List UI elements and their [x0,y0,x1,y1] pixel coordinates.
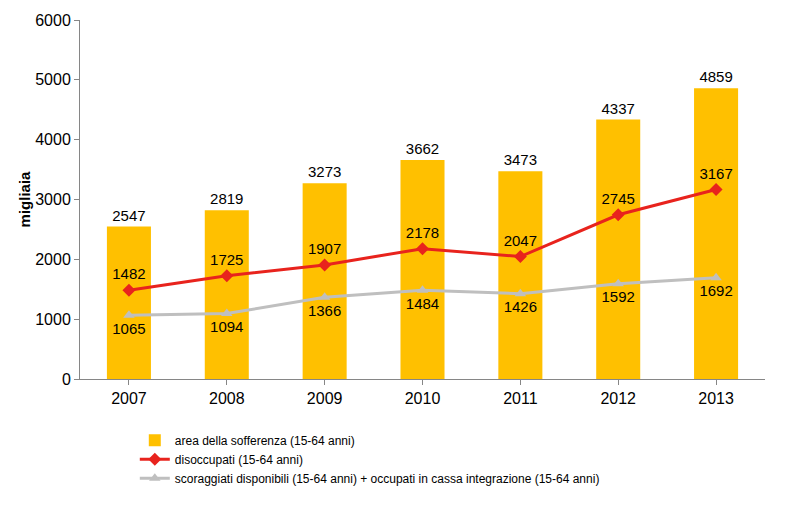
svg-text:scoraggiati disponibili (15-64: scoraggiati disponibili (15-64 anni) + o… [175,472,600,486]
svg-text:3473: 3473 [504,151,537,168]
svg-text:1094: 1094 [210,318,243,335]
svg-text:2047: 2047 [504,232,537,249]
svg-text:migliaia: migliaia [16,171,33,228]
svg-text:area della sofferenza (15-64 a: area della sofferenza (15-64 anni) [175,434,355,448]
svg-text:2819: 2819 [210,190,243,207]
svg-text:0: 0 [62,371,71,388]
svg-text:3273: 3273 [308,163,341,180]
svg-text:2012: 2012 [600,390,636,407]
svg-text:2547: 2547 [112,207,145,224]
svg-text:4859: 4859 [699,68,732,85]
svg-text:1426: 1426 [504,298,537,315]
svg-text:2008: 2008 [209,390,245,407]
svg-text:3167: 3167 [699,165,732,182]
svg-text:1725: 1725 [210,251,243,268]
svg-text:disoccupati (15-64 anni): disoccupati (15-64 anni) [175,453,303,467]
svg-text:1065: 1065 [112,320,145,337]
svg-text:2178: 2178 [406,224,439,241]
svg-text:2009: 2009 [307,390,343,407]
svg-text:6000: 6000 [35,12,71,29]
svg-text:2007: 2007 [111,390,147,407]
svg-text:1366: 1366 [308,302,341,319]
svg-text:2000: 2000 [35,251,71,268]
svg-text:2011: 2011 [503,390,538,407]
svg-text:1907: 1907 [308,240,341,257]
svg-text:1484: 1484 [406,295,439,312]
svg-text:3000: 3000 [35,191,71,208]
svg-text:4000: 4000 [35,131,71,148]
svg-text:2745: 2745 [602,190,635,207]
svg-text:1482: 1482 [112,265,145,282]
svg-text:1692: 1692 [699,282,732,299]
svg-text:4337: 4337 [602,100,635,117]
svg-text:3662: 3662 [406,140,439,157]
svg-text:2010: 2010 [405,390,441,407]
svg-text:5000: 5000 [35,71,71,88]
svg-text:2013: 2013 [698,390,734,407]
svg-text:1000: 1000 [35,311,71,328]
svg-text:1592: 1592 [602,288,635,305]
